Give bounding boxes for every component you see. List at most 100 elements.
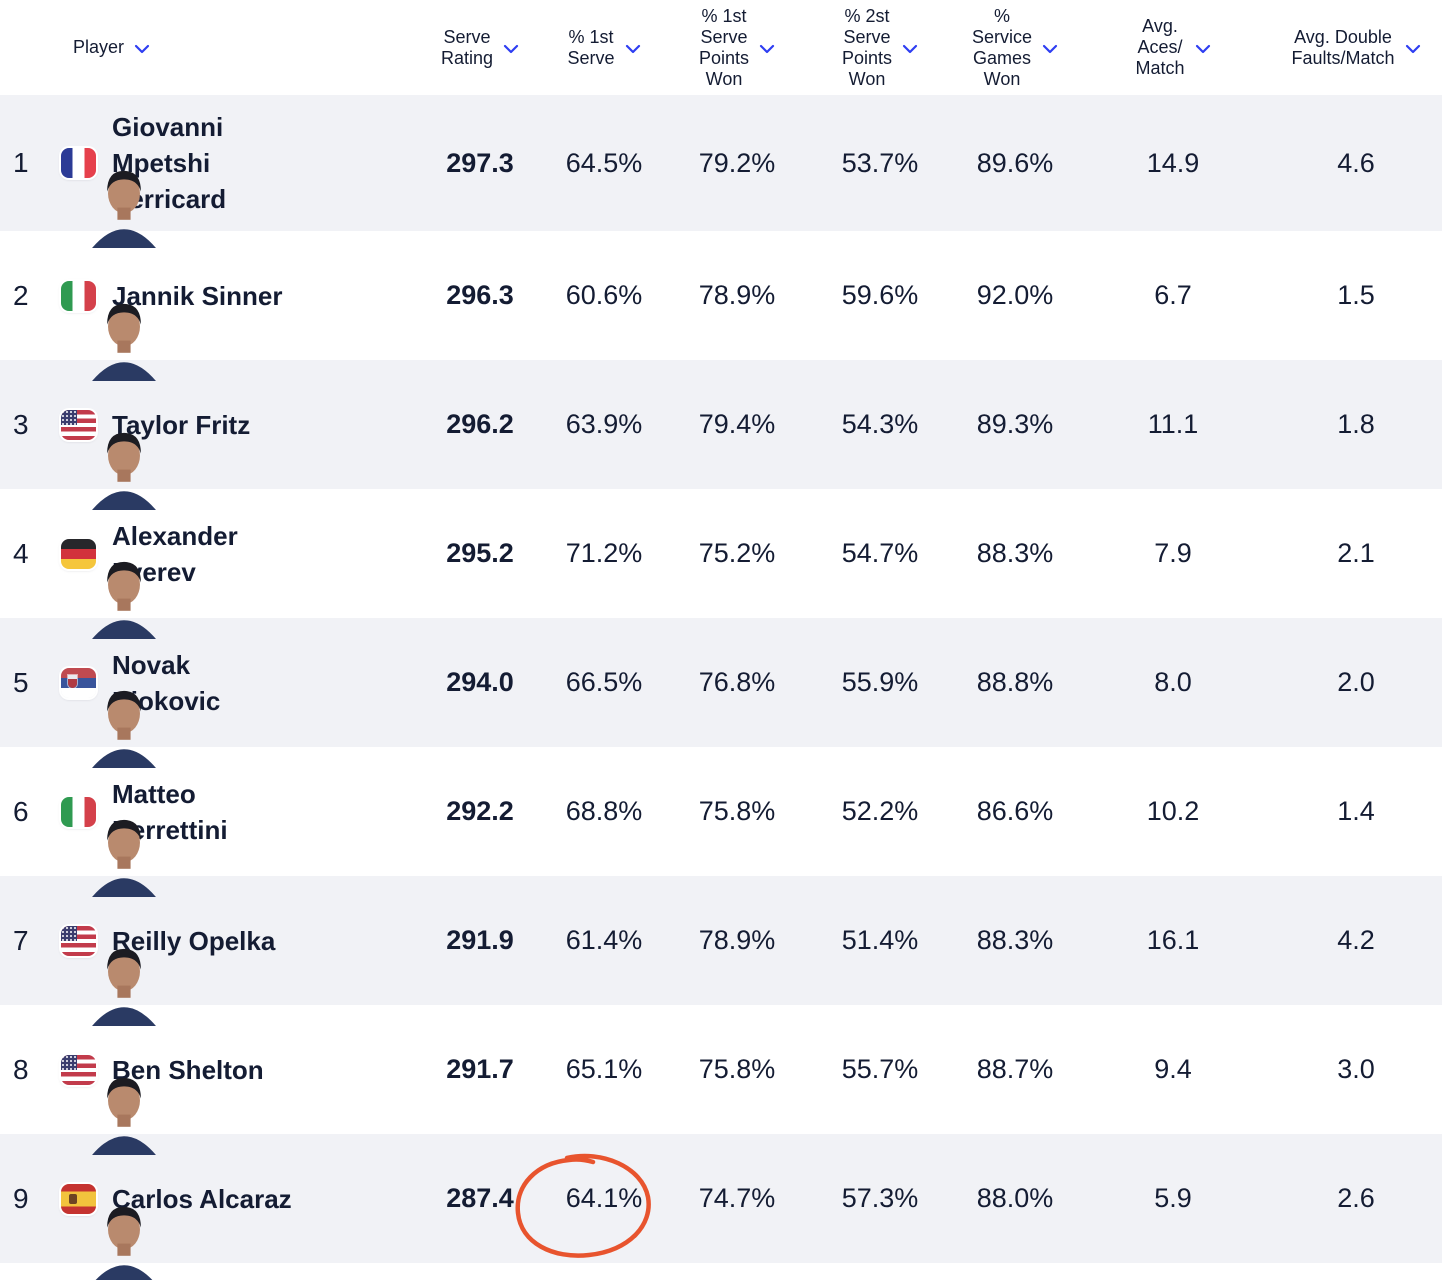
service-games-won-cell: 89.3% (976, 409, 1054, 439)
column-header-avg-aces-match[interactable]: Avg. Aces/ Match (1076, 16, 1270, 79)
player-name: Reilly Opelka (112, 925, 276, 956)
second-serve-points-won-cell: 54.7% (841, 538, 919, 568)
avg-aces-match-cell: 7.9 (1154, 538, 1192, 568)
player-headshot (74, 1057, 156, 1155)
avg-aces-match-cell: 11.1 (1147, 409, 1199, 439)
player-headshot (74, 412, 156, 510)
table-row: 9 Carlos Alcaraz 287.4 64.1% 74.7% 57.3%… (0, 1134, 1442, 1280)
rank-cell: 7 (13, 924, 29, 956)
player-avatar (61, 1183, 153, 1280)
second-serve-points-won-cell: 52.2% (841, 796, 919, 826)
germany-flag-icon (61, 538, 96, 569)
column-header-first-serve-points-won[interactable]: % 1st Serve Points Won (668, 6, 806, 90)
avg-double-faults-match-cell: 3.0 (1337, 1054, 1375, 1084)
table-row: 6 Matteo Berrettini 292.2 68.8% 75.8% 52… (0, 747, 1442, 897)
first-serve-points-won-cell: 78.9% (698, 925, 776, 955)
second-serve-points-won-cell: 59.6% (841, 280, 919, 310)
serve-rating-cell: 297.3 (446, 147, 514, 178)
player-cell[interactable]: Taylor Fritz (60, 393, 420, 510)
table-header-row: Player Serve Rating % 1st Serve % 1st Se… (0, 0, 1442, 95)
first-serve-points-won-cell: 79.4% (698, 409, 776, 439)
player-cell[interactable]: Reilly Opelka (60, 909, 420, 1026)
italy-flag-icon (61, 796, 96, 827)
second-serve-points-won-cell: 57.3% (841, 1183, 919, 1213)
serbia-flag-icon (61, 667, 96, 698)
player-headshot (74, 541, 156, 639)
player-avatar (61, 280, 156, 381)
serve-rating-cell: 291.7 (446, 1054, 514, 1084)
rank-cell: 9 (13, 1182, 29, 1214)
service-games-won-cell: 88.8% (976, 667, 1054, 697)
service-games-won-cell: 92.0% (976, 280, 1054, 310)
avg-double-faults-match-cell: 2.6 (1337, 1183, 1375, 1213)
player-cell[interactable]: Matteo Berrettini (60, 762, 420, 897)
rank-cell: 3 (13, 408, 29, 440)
sort-chevron-icon[interactable] (134, 44, 150, 54)
rank-cell: 2 (13, 279, 29, 311)
france-flag-icon (61, 148, 96, 178)
player-name: Taylor Fritz (112, 409, 251, 440)
first-serve-pct-cell: 71.2% (565, 538, 643, 568)
table-row: 4 Alexander Zverev 295.2 71.2% 75.2% 54.… (0, 489, 1442, 639)
first-serve-pct-cell: 64.5% (565, 147, 643, 178)
player-cell[interactable]: Alexander Zverev (60, 504, 420, 639)
avg-double-faults-match-cell: 1.8 (1337, 409, 1375, 439)
table-row: 7 Reilly Opelka 291.9 61.4% 78.9% 51.4% … (0, 876, 1442, 1026)
sort-chevron-icon[interactable] (759, 44, 775, 54)
table-body: 1 Giovanni Mpetshi Perricard 297.3 64.5%… (0, 95, 1442, 1280)
second-serve-points-won-cell: 54.3% (841, 409, 919, 439)
second-serve-points-won-cell: 55.9% (841, 667, 919, 697)
player-cell[interactable]: Jannik Sinner (60, 264, 420, 381)
player-headshot (74, 151, 156, 248)
serve-rating-cell: 292.2 (446, 796, 514, 826)
column-header-service-games-won[interactable]: % Service Games Won (954, 6, 1076, 90)
player-cell[interactable]: Carlos Alcaraz (60, 1167, 420, 1280)
player-cell[interactable]: Giovanni Mpetshi Perricard (60, 95, 420, 248)
player-name: Ben Shelton (112, 1054, 264, 1085)
player-avatar (61, 925, 156, 1026)
avg-aces-match-cell: 5.9 (1154, 1183, 1192, 1213)
table-row: 1 Giovanni Mpetshi Perricard 297.3 64.5%… (0, 95, 1442, 248)
player-avatar (61, 667, 156, 768)
column-header-first-serve-pct[interactable]: % 1st Serve (540, 27, 668, 69)
service-games-won-cell: 89.6% (976, 147, 1054, 178)
service-games-won-cell: 88.7% (976, 1054, 1054, 1084)
second-serve-points-won-cell: 55.7% (841, 1054, 919, 1084)
first-serve-points-won-cell: 74.7% (698, 1183, 776, 1213)
first-serve-pct-cell: 64.1% (565, 1183, 643, 1213)
column-header-first-serve-points-won-label: % 1st Serve Points Won (698, 5, 750, 89)
sort-chevron-icon[interactable] (902, 44, 918, 54)
column-header-player[interactable]: Player (0, 37, 420, 58)
player-name: Matteo Berrettini (112, 778, 228, 845)
column-header-second-serve-points-won[interactable]: % 2st Serve Points Won (806, 6, 954, 90)
player-headshot (74, 799, 156, 897)
avg-double-faults-match-cell: 1.5 (1337, 280, 1375, 310)
sort-chevron-icon[interactable] (625, 44, 641, 54)
first-serve-pct-cell: 63.9% (565, 409, 643, 439)
player-cell[interactable]: Ben Shelton (60, 1038, 420, 1155)
first-serve-pct-cell: 68.8% (565, 796, 643, 826)
sort-chevron-icon[interactable] (1195, 44, 1211, 54)
sort-chevron-icon[interactable] (1042, 44, 1058, 54)
column-header-avg-double-faults-match-label: Avg. Double Faults/Match (1291, 26, 1395, 68)
sort-chevron-icon[interactable] (1405, 44, 1421, 54)
player-avatar (61, 1054, 156, 1155)
service-games-won-cell: 88.3% (976, 538, 1054, 568)
first-serve-pct-cell: 60.6% (565, 280, 643, 310)
player-headshot (74, 283, 156, 381)
avg-aces-match-cell: 14.9 (1146, 147, 1200, 178)
rank-cell: 1 (13, 147, 29, 178)
column-header-serve-rating[interactable]: Serve Rating (420, 27, 540, 69)
first-serve-pct-cell: 65.1% (565, 1054, 643, 1084)
first-serve-points-won-cell: 75.8% (698, 1054, 776, 1084)
service-games-won-cell: 86.6% (976, 796, 1054, 826)
column-header-avg-double-faults-match[interactable]: Avg. Double Faults/Match (1270, 27, 1442, 69)
first-serve-points-won-cell: 76.8% (698, 667, 776, 697)
avg-double-faults-match-cell: 2.0 (1337, 667, 1375, 697)
sort-chevron-icon[interactable] (503, 44, 519, 54)
rank-cell: 8 (13, 1053, 29, 1085)
player-cell[interactable]: Novak Djokovic (60, 633, 420, 768)
player-avatar (61, 409, 156, 510)
usa-flag-icon (61, 1054, 96, 1085)
player-headshot (74, 670, 156, 768)
